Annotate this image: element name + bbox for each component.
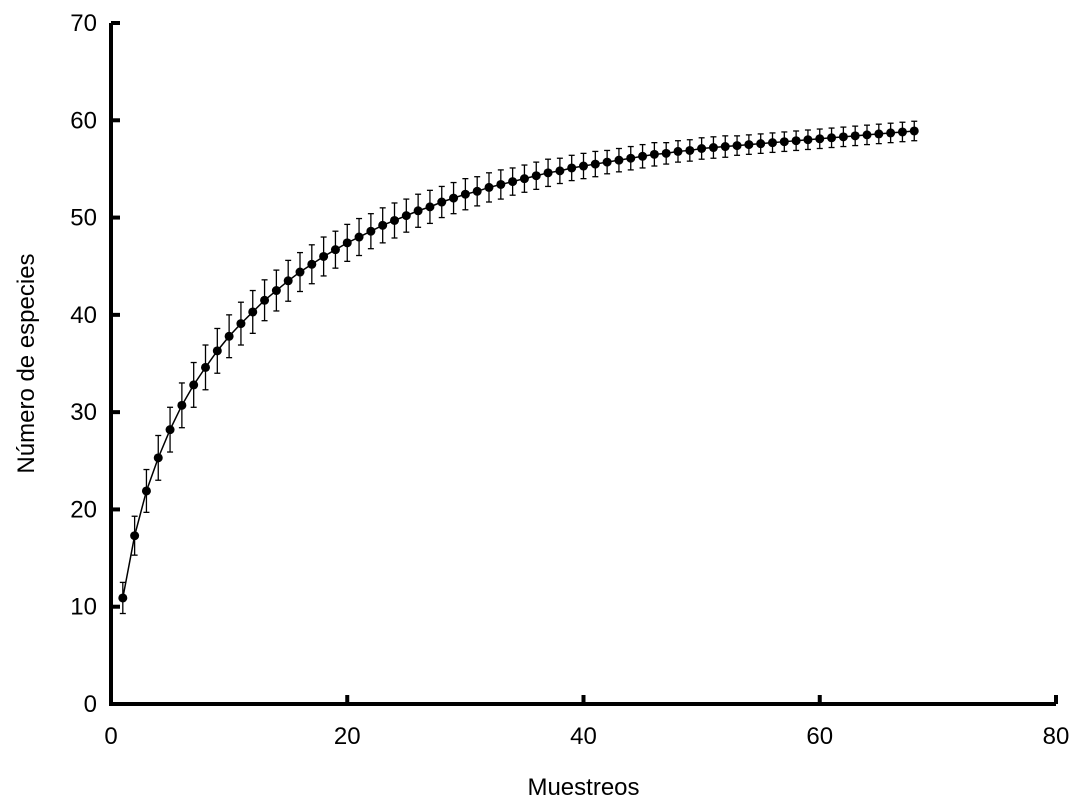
data-point bbox=[460, 189, 470, 199]
data-point bbox=[897, 127, 907, 137]
data-point bbox=[579, 161, 588, 171]
data-point bbox=[248, 307, 258, 317]
data-point bbox=[909, 126, 919, 136]
data-point bbox=[378, 220, 388, 230]
x-tick-label: 0 bbox=[104, 723, 117, 750]
data-point bbox=[295, 267, 305, 277]
data-point bbox=[555, 166, 565, 176]
data-point bbox=[390, 215, 399, 225]
x-axis-title: Muestreos bbox=[527, 774, 639, 801]
data-point bbox=[803, 135, 813, 145]
y-tick-label: 60 bbox=[70, 107, 97, 134]
data-point bbox=[519, 174, 529, 184]
y-tick-label: 30 bbox=[70, 399, 97, 426]
data-point bbox=[685, 145, 695, 155]
x-tick-label: 80 bbox=[1043, 723, 1070, 750]
data-point bbox=[177, 400, 187, 410]
data-point bbox=[720, 142, 730, 152]
data-point bbox=[342, 238, 352, 248]
data-point bbox=[508, 177, 518, 187]
data-point bbox=[141, 486, 151, 496]
data-point bbox=[827, 133, 837, 143]
data-point bbox=[543, 168, 553, 178]
data-point bbox=[236, 319, 246, 329]
data-point bbox=[567, 163, 577, 173]
data-point bbox=[212, 346, 222, 356]
data-point bbox=[330, 245, 340, 255]
data-point bbox=[697, 143, 707, 153]
x-ticks: 0 20 40 60 80 bbox=[104, 695, 1069, 750]
data-point bbox=[791, 136, 801, 146]
data-points bbox=[118, 126, 919, 603]
data-point bbox=[744, 140, 754, 150]
data-point bbox=[437, 197, 447, 207]
data-point bbox=[886, 128, 896, 138]
data-point bbox=[224, 331, 234, 341]
data-point bbox=[401, 211, 411, 221]
data-point bbox=[732, 141, 742, 151]
data-point bbox=[614, 155, 624, 165]
y-ticks: 0 10 20 30 40 50 60 70 bbox=[70, 10, 120, 718]
data-point bbox=[874, 129, 884, 139]
y-tick-label: 0 bbox=[84, 691, 97, 718]
data-point bbox=[779, 137, 789, 147]
data-point bbox=[661, 148, 671, 158]
y-tick-label: 50 bbox=[70, 205, 97, 232]
data-point bbox=[189, 380, 199, 390]
data-point bbox=[472, 186, 482, 196]
x-tick-label: 60 bbox=[806, 723, 833, 750]
data-point bbox=[260, 295, 270, 305]
data-point bbox=[413, 206, 423, 216]
data-point bbox=[366, 226, 376, 236]
data-point bbox=[649, 149, 659, 159]
data-point bbox=[815, 134, 825, 144]
data-point bbox=[590, 159, 600, 169]
y-tick-label: 70 bbox=[70, 10, 97, 37]
data-point bbox=[862, 130, 872, 140]
y-tick-label: 40 bbox=[70, 302, 97, 329]
data-point bbox=[118, 593, 128, 603]
data-point bbox=[354, 232, 364, 242]
data-point bbox=[307, 259, 317, 269]
data-point bbox=[153, 453, 163, 463]
x-tick-label: 20 bbox=[334, 723, 361, 750]
data-point bbox=[768, 138, 777, 148]
data-point bbox=[756, 139, 766, 149]
data-point bbox=[319, 251, 329, 261]
x-tick-label: 40 bbox=[570, 723, 597, 750]
data-point bbox=[531, 171, 541, 181]
data-point bbox=[850, 131, 860, 141]
y-tick-label: 20 bbox=[70, 496, 97, 523]
data-point bbox=[165, 425, 175, 435]
data-point bbox=[638, 151, 648, 161]
data-point bbox=[484, 182, 494, 192]
y-tick-label: 10 bbox=[70, 594, 97, 621]
data-point bbox=[496, 179, 506, 189]
data-point bbox=[201, 362, 210, 372]
data-point bbox=[283, 276, 293, 286]
data-point bbox=[425, 202, 435, 212]
data-point bbox=[271, 286, 281, 296]
data-point bbox=[449, 193, 459, 203]
data-point bbox=[838, 132, 848, 142]
data-point bbox=[626, 153, 636, 163]
data-point bbox=[602, 157, 612, 167]
error-bars bbox=[119, 120, 918, 615]
data-point bbox=[130, 531, 140, 541]
series-line bbox=[122, 130, 915, 599]
data-point bbox=[708, 143, 718, 153]
y-axis-title: Número de especies bbox=[13, 253, 40, 473]
data-point bbox=[673, 146, 683, 156]
